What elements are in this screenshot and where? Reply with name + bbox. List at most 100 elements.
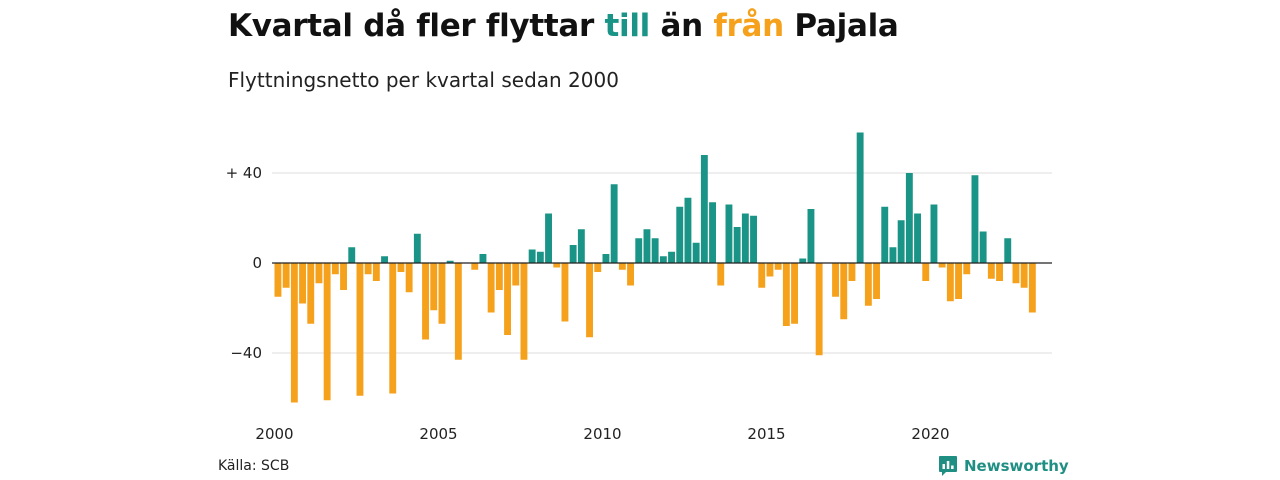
title-word-in: till (604, 8, 650, 44)
bar (700, 155, 708, 263)
bar (864, 263, 872, 306)
bar (856, 132, 864, 263)
bar (1004, 238, 1012, 263)
bar (873, 263, 880, 299)
bar (323, 263, 331, 401)
bar (290, 263, 298, 403)
bar (733, 227, 741, 263)
bar (528, 249, 536, 263)
bar (536, 251, 544, 263)
bar (348, 247, 356, 263)
y-axis: + 40 0 −40 (226, 164, 1052, 362)
bar (938, 263, 946, 268)
bar (946, 263, 954, 302)
bar (471, 263, 479, 270)
bar (569, 245, 577, 263)
bar (495, 263, 503, 290)
bar (1012, 263, 1020, 284)
bar (774, 263, 782, 270)
bar (307, 263, 315, 324)
bar (454, 263, 462, 360)
bar (750, 215, 757, 263)
bar (930, 204, 938, 263)
bar (971, 175, 979, 263)
bar (766, 263, 774, 277)
bar (668, 251, 675, 263)
bar (577, 229, 585, 263)
x-tick-label: 2020 (911, 425, 949, 443)
bar (725, 204, 733, 263)
title-prefix: Kvartal då fler flyttar (228, 8, 605, 44)
bar (381, 256, 388, 263)
bar (299, 263, 306, 304)
chart-subtitle: Flyttningsnetto per kvartal sedan 2000 (228, 68, 619, 92)
x-tick-label: 2000 (255, 425, 293, 443)
bar (372, 263, 380, 281)
bar (487, 263, 495, 313)
source-note: Källa: SCB (218, 458, 290, 474)
bar (389, 263, 397, 394)
bar (561, 263, 569, 322)
bar (1020, 263, 1028, 288)
bar (1028, 263, 1036, 313)
bar (282, 263, 290, 288)
bar (520, 263, 528, 360)
bar (602, 254, 610, 263)
x-tick-label: 2005 (419, 425, 457, 443)
bar (651, 238, 659, 263)
bar (413, 233, 421, 263)
bar (397, 263, 405, 272)
bar (840, 263, 848, 320)
bar (914, 213, 921, 263)
bar (586, 263, 593, 338)
bar (807, 209, 815, 263)
bar (676, 206, 684, 263)
bar (635, 238, 643, 263)
y-tick-label: −40 (230, 344, 262, 362)
bar (504, 263, 511, 335)
title-suffix: Pajala (783, 8, 899, 44)
bar (692, 242, 700, 263)
bar (881, 206, 889, 263)
bar (897, 220, 905, 263)
bar (996, 263, 1003, 281)
bar (922, 263, 930, 281)
bar (627, 263, 634, 286)
bar (741, 213, 749, 263)
bar (446, 260, 454, 263)
bar (979, 231, 987, 263)
bar (315, 263, 323, 284)
bar (905, 173, 913, 263)
y-tick-label: 0 (252, 254, 262, 272)
bar (545, 213, 552, 263)
bar (815, 263, 823, 356)
bar (512, 263, 520, 286)
bar (717, 263, 725, 286)
title-word-out: från (713, 8, 784, 44)
bar (405, 263, 413, 293)
bar (553, 263, 561, 268)
bar (356, 263, 364, 396)
bar (684, 197, 692, 263)
bar-chart: + 40 0 −40 2000 2005 2010 2015 2020 (226, 132, 1052, 443)
bar (618, 263, 626, 270)
bar (274, 263, 282, 297)
bar (331, 263, 339, 275)
bar (422, 263, 429, 340)
x-tick-label: 2010 (583, 425, 621, 443)
bar (848, 263, 856, 281)
bar (610, 184, 618, 263)
bars (274, 132, 1036, 403)
bar (430, 263, 438, 311)
bar (709, 202, 716, 263)
bar (758, 263, 766, 288)
bar (659, 256, 667, 263)
bar (643, 229, 651, 263)
newsworthy-logo-icon (939, 456, 957, 476)
gridlines (272, 172, 1052, 354)
bar (963, 263, 971, 275)
bar (340, 263, 347, 290)
title-middle: än (649, 8, 714, 44)
bar (832, 263, 839, 297)
bar (799, 258, 807, 263)
